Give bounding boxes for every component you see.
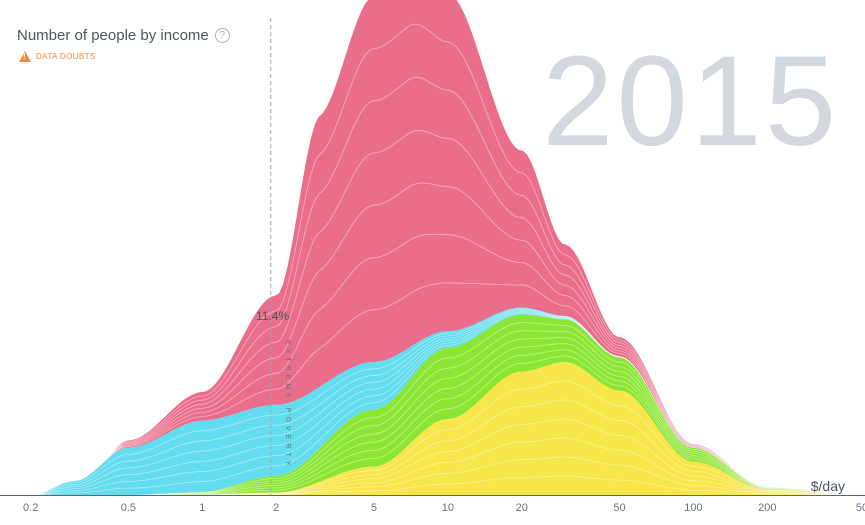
x-tick-label: 2 (273, 502, 280, 514)
area-layer-line (0, 337, 865, 496)
area-series-group (0, 0, 865, 496)
x-tick-label: 0.5 (120, 502, 137, 514)
x-tick-label: 5 (370, 502, 377, 514)
data-doubts-label: DATA DOUBTS (36, 52, 96, 61)
x-tick-label: 20 (515, 502, 528, 514)
help-icon[interactable]: ? (214, 28, 230, 43)
x-tick-label: 500 (855, 502, 865, 514)
area-series-cyan (0, 307, 865, 495)
warning-icon (19, 51, 31, 62)
data-doubts-link[interactable]: DATA DOUBTS (19, 51, 96, 62)
area-layer-line (0, 330, 865, 496)
area-layer-line (0, 355, 865, 496)
area-series-pink (0, 0, 865, 495)
poverty-percent-label: 11.4% (256, 309, 290, 323)
area-layer-line (0, 76, 865, 496)
x-tick-label: 10 (441, 502, 454, 514)
year-label: 2015 (542, 30, 839, 173)
area-layer-line (0, 129, 865, 496)
x-tick-label: 200 (758, 502, 777, 514)
area-series-green (0, 314, 865, 495)
area-layer-line (0, 23, 865, 496)
area-layer-line (0, 182, 865, 496)
area-series-yellow (0, 362, 865, 495)
x-tick-label: 1 (199, 502, 206, 514)
x-tick-label: 100 (684, 502, 703, 514)
area-layer-line (0, 233, 865, 496)
chart-title: Number of people by income (17, 27, 209, 44)
area-layer-line (0, 282, 865, 496)
extreme-poverty-label: EXTREME POVERTY (284, 340, 291, 470)
chart-header: Number of people by income ? (17, 27, 230, 44)
x-tick-label: 0.2 (23, 502, 39, 514)
area-layer-line (0, 343, 865, 496)
x-tick-label: 50 (613, 502, 626, 514)
area-layer-line (0, 322, 865, 496)
x-axis-unit-label: $/day (810, 478, 845, 494)
area-layer-line (0, 349, 865, 496)
